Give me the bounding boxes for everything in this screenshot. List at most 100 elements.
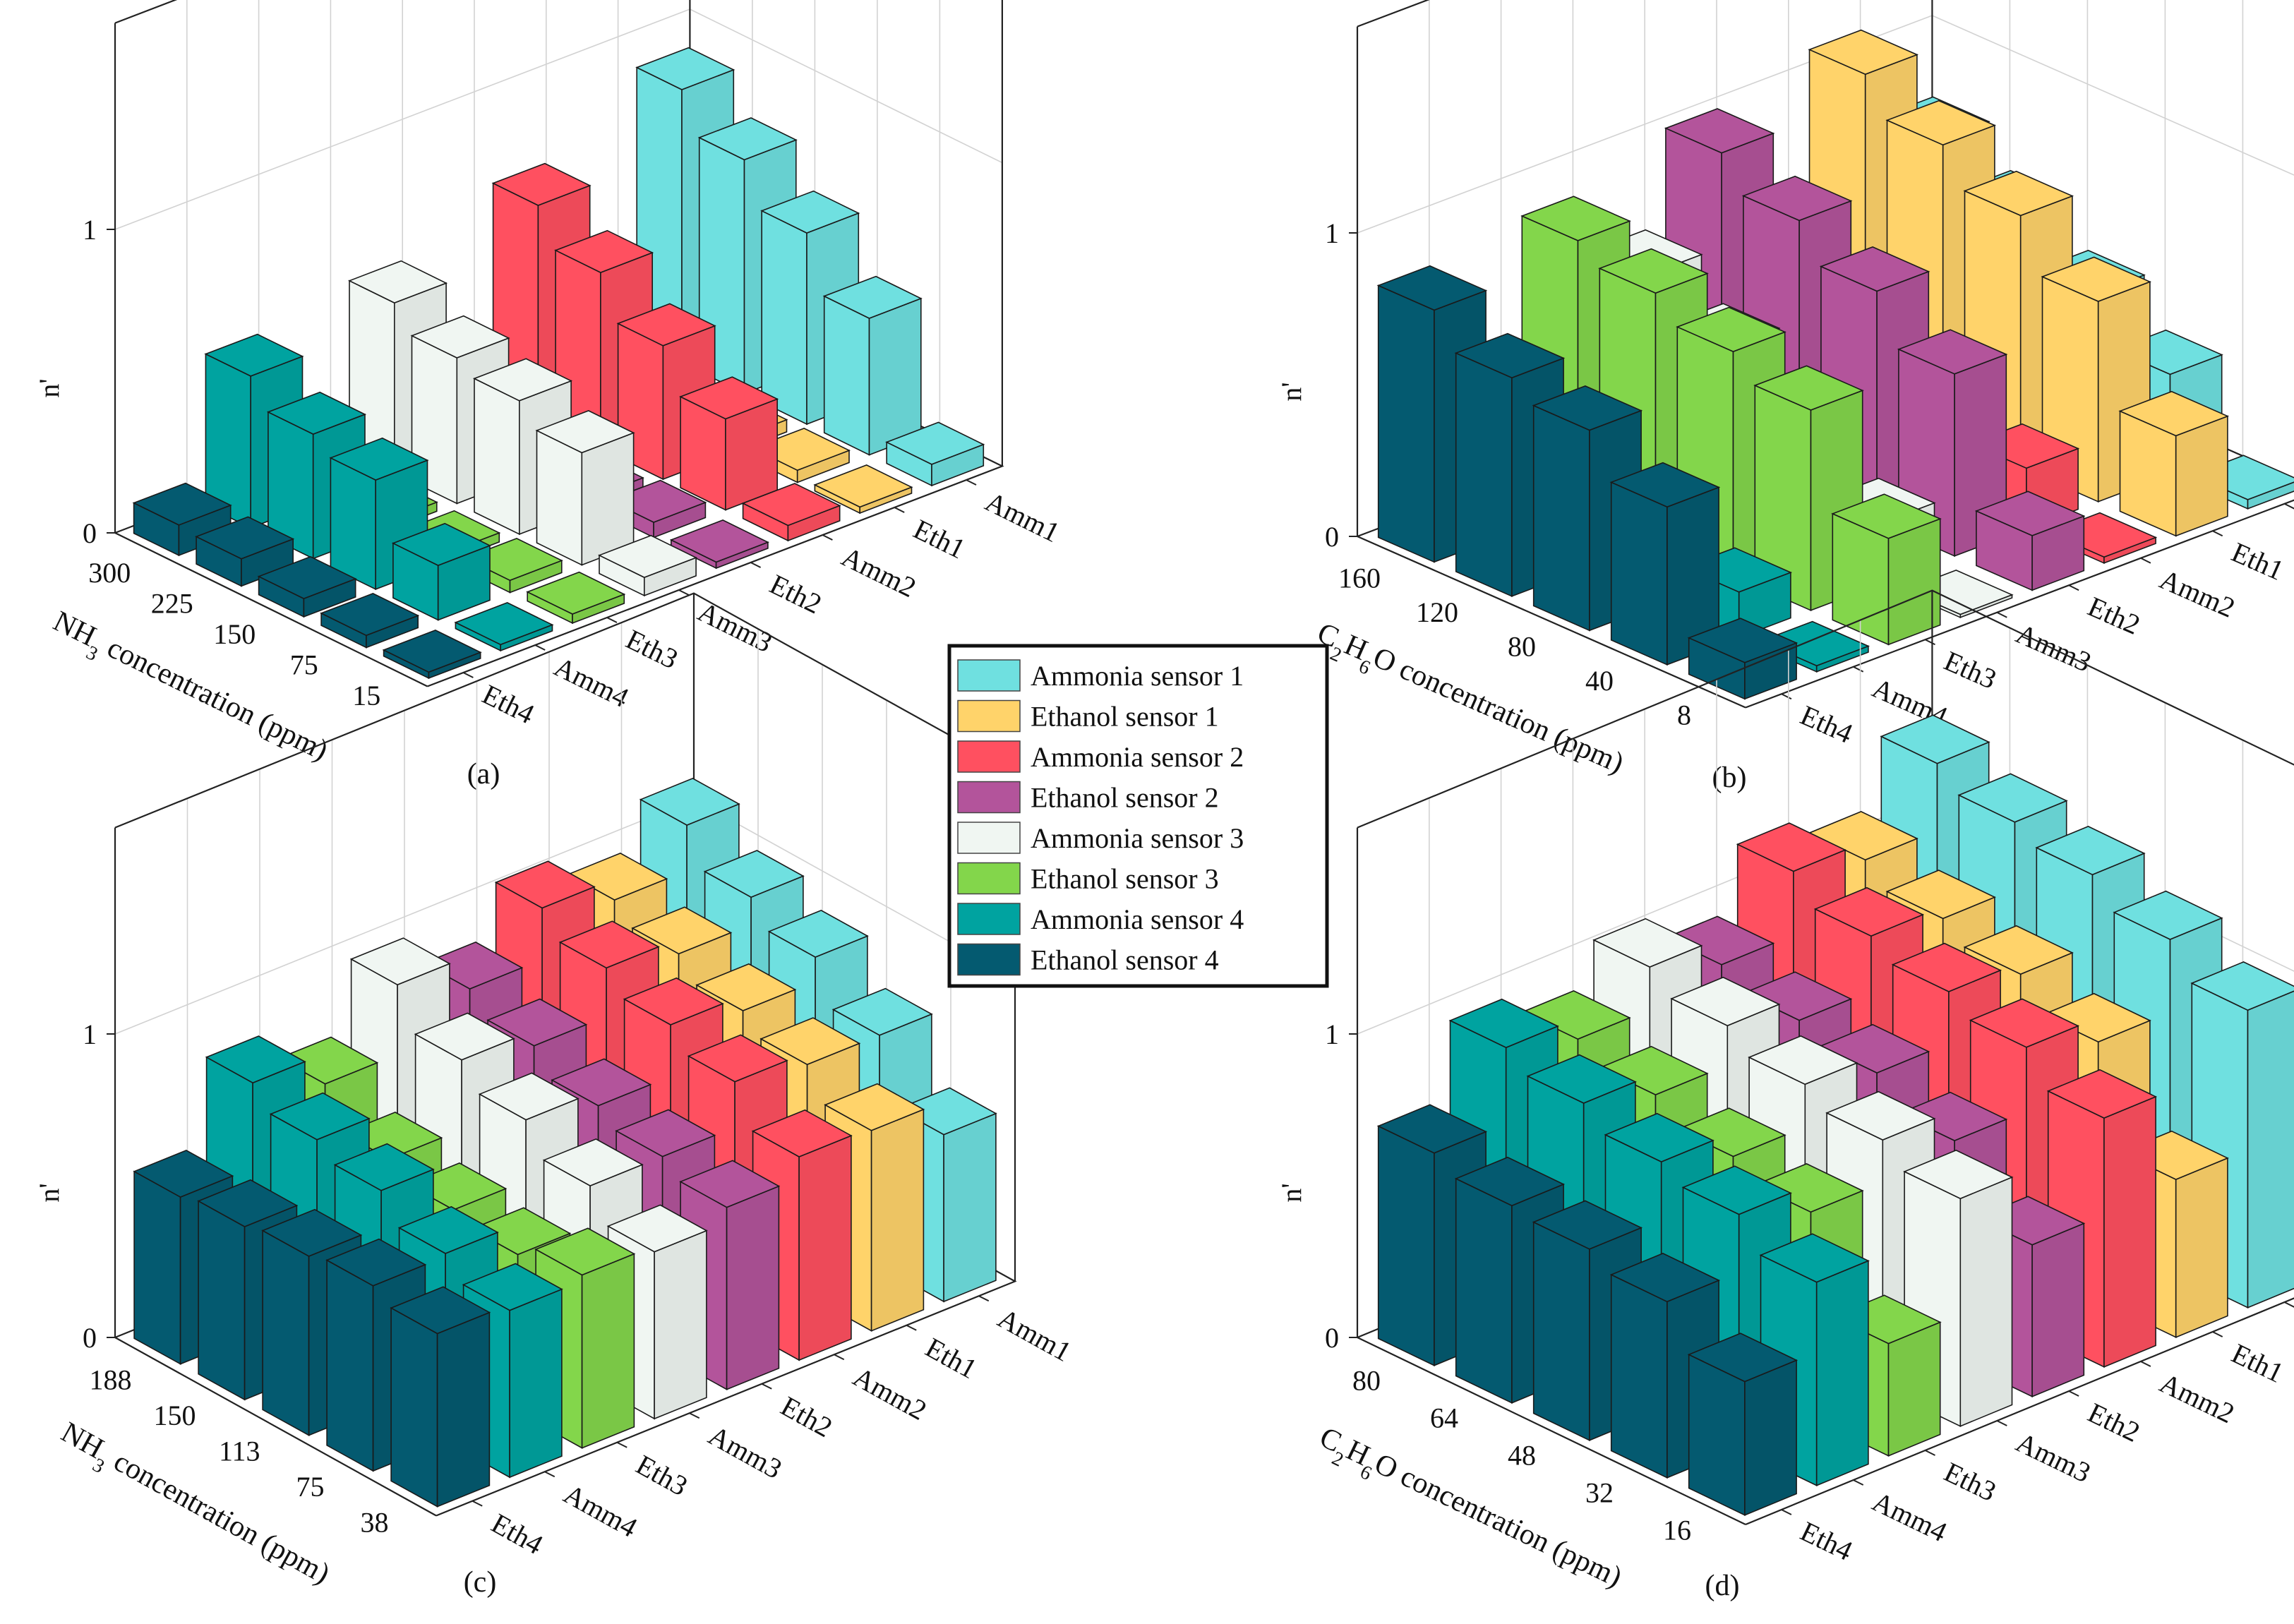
bar-Eth4-8: [1687, 618, 1798, 700]
bar-top: [1376, 265, 1488, 311]
bar-top: [320, 593, 420, 637]
y-tick: [1853, 1479, 1864, 1486]
bar-Eth1-8: [2118, 390, 2230, 537]
bar-Eth3-15: [526, 571, 626, 625]
x-tick-label: 75: [296, 1471, 325, 1503]
bar-Eth4-150: [257, 555, 357, 618]
y-tick: [2140, 557, 2151, 564]
y-tick: [761, 1383, 772, 1390]
x-tick-label: 38: [361, 1506, 389, 1538]
bar-top: [197, 1179, 299, 1227]
x-tick-label: 15: [352, 680, 380, 711]
wall-edge: [114, 0, 178, 24]
bar-Eth4-38: [390, 1286, 491, 1508]
bar-side: [198, 1200, 246, 1401]
bar-top: [697, 117, 798, 161]
legend-label-Eth1: Ethanol sensor 1: [1031, 701, 1219, 733]
bar-top: [1520, 990, 1631, 1040]
legend-swatch-Eth3: [957, 862, 1021, 895]
bar-top: [269, 1092, 371, 1141]
y-tick: [834, 1354, 845, 1361]
x-tick-label: 64: [1430, 1402, 1458, 1434]
bar-side: [1610, 481, 1668, 666]
bar-side: [1377, 1125, 1435, 1366]
bar-Amm4-75: [391, 522, 491, 621]
bar-top: [1532, 1200, 1643, 1250]
bar-side: [474, 378, 520, 536]
bar-side: [1610, 1273, 1668, 1479]
y-tick: [1781, 693, 1792, 700]
bar-Eth2-8: [1974, 491, 2086, 591]
z-tick-label: 1: [1325, 217, 1339, 249]
bar-top: [1741, 971, 1853, 1021]
bar-top: [486, 998, 588, 1047]
x-tick-label: 300: [88, 557, 131, 589]
bar-front: [1887, 1321, 1941, 1457]
bar-Amm3-15: [597, 534, 698, 597]
bar-top: [639, 778, 740, 826]
bar-top: [695, 963, 797, 1011]
bar-top: [1604, 1112, 1715, 1162]
x-tick-label: 150: [213, 618, 256, 650]
y-tick: [1996, 611, 2007, 618]
y-tick-label: Eth3: [1940, 644, 2001, 695]
panel-1: 0 1 n' 160 120 80 40 8 C2H6O concentration (ppm)…: [1275, 0, 2294, 794]
bar-top: [1819, 1023, 1930, 1073]
z-tick-label: 0: [83, 517, 97, 549]
bar-top: [2190, 961, 2294, 1011]
y-tick-label: Eth4: [1796, 699, 1857, 750]
bar-top: [390, 1286, 491, 1335]
x-tick-label: 188: [90, 1364, 132, 1395]
wall-edge: [1357, 0, 1430, 28]
bar-top: [195, 516, 295, 560]
z-axis-label: n': [1275, 1183, 1307, 1202]
bar-top: [1808, 811, 1918, 861]
bars: [132, 47, 985, 680]
y-tick-label: Eth2: [776, 1390, 838, 1443]
panel-2: 0 1 n' 188 150 113 75 38 NH3 concentration (ppm)…: [33, 592, 1076, 1599]
bar-top: [1759, 620, 1870, 667]
y-tick-label: Amm4: [1868, 1486, 1952, 1548]
y-tick: [822, 534, 833, 541]
bar-top: [1664, 915, 1775, 966]
bar-top: [759, 1017, 861, 1066]
bar-top: [623, 977, 724, 1025]
bar-top: [1454, 332, 1566, 379]
bar-top: [132, 482, 232, 526]
wall-edge: [1357, 589, 2294, 829]
bar-top: [1598, 1045, 1709, 1095]
bar-top: [767, 910, 869, 958]
bar-top: [1664, 108, 1775, 154]
bar-top: [266, 391, 367, 435]
z-axis-label: n': [1275, 382, 1307, 401]
bar-top: [1974, 491, 2086, 536]
bar-side: [536, 429, 583, 566]
bar-top: [535, 410, 635, 454]
x-tick-label: 80: [1508, 630, 1536, 662]
bar-front: [1815, 1260, 1869, 1486]
bar-top: [741, 483, 841, 527]
bar-top: [462, 1263, 563, 1311]
y-tick-label: Eth2: [2083, 1397, 2145, 1448]
legend-label-Eth4: Ethanol sensor 4: [1031, 944, 1219, 976]
bar-top: [1825, 1090, 1936, 1141]
y-tick-label: Eth4: [486, 1507, 548, 1560]
bar-top: [526, 571, 626, 615]
bar-top: [349, 937, 451, 986]
bar-top: [1753, 1163, 1864, 1213]
bar-side: [1532, 404, 1590, 632]
y-tick: [1996, 1420, 2007, 1426]
y-tick: [616, 1441, 627, 1448]
bar-top: [1957, 773, 2068, 823]
bar-front: [436, 1311, 491, 1508]
x-tick-label: 80: [1352, 1365, 1381, 1397]
bar-top: [410, 315, 510, 359]
bar-Eth4-225: [195, 516, 295, 587]
legend-swatch-Eth4: [957, 943, 1021, 976]
x-tick-label: 16: [1663, 1515, 1691, 1546]
bar-Amm1-75: [822, 275, 923, 456]
bar-top: [333, 1143, 435, 1191]
y-tick-label: Eth1: [920, 1331, 983, 1385]
bar-front: [1959, 1176, 2013, 1427]
y-tick: [472, 1500, 483, 1507]
